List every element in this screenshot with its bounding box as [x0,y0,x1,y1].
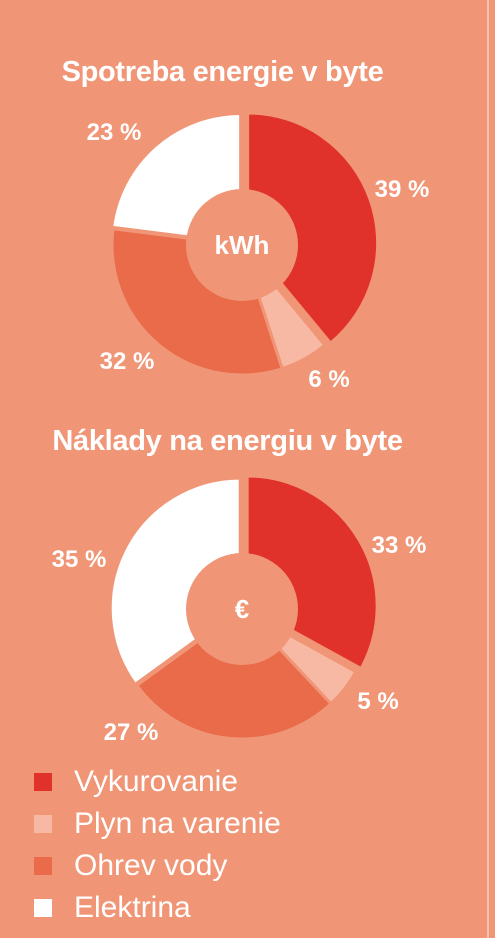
center-unit-label: kWh [215,230,270,260]
legend-item-plyn: Plyn na varenie [34,805,281,842]
value-label-vykurovanie: 39 % [375,176,430,203]
value-label-elektrina: 23 % [87,119,142,146]
slice-vykurovanie [246,111,380,346]
legend-swatch [34,898,52,917]
center-unit-label: € [235,594,249,624]
value-label-plyn: 5 % [357,688,398,715]
legend-swatch [34,856,52,875]
value-label-ohrev: 32 % [100,348,155,375]
legend-label: Vykurovanie [74,764,238,798]
chart-title-costs: Náklady na energiu v byte [52,425,403,457]
legend: Vykurovanie Plyn na varenie Ohrev vody E… [34,763,281,931]
right-edge-line [487,0,489,938]
legend-item-ohrev: Ohrev vody [34,847,281,884]
value-label-elektrina: 35 % [52,546,107,573]
legend-swatch [34,772,52,791]
slice-ohrev [134,607,334,741]
slice-elektrina [108,476,242,687]
value-label-ohrev: 27 % [104,719,159,746]
legend-label: Elektrina [74,890,191,924]
value-label-plyn: 6 % [308,366,349,393]
donut-hole [186,553,298,665]
legend-item-elektrina: Elektrina [34,889,281,926]
legend-item-vykurovanie: Vykurovanie [34,763,281,800]
value-label-vykurovanie: 33 % [372,532,427,559]
chart-title-consumption: Spotreba energie v byte [61,56,384,88]
legend-label: Plyn na varenie [74,806,281,840]
donut-chart-costs: €33 % 5 % 27 % 35 % [52,474,427,746]
donut-hole [186,189,298,301]
legend-label: Ohrev vody [74,848,228,882]
donut-chart-consumption: kWh 39 % 6 % 32 % 23 % [87,111,430,393]
legend-swatch [34,814,52,833]
